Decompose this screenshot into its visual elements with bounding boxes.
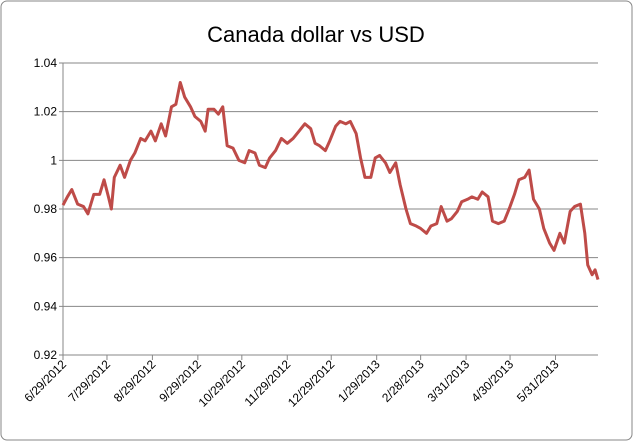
y-tick-label: 0.96 [34, 251, 58, 265]
y-tick-label: 0.92 [34, 348, 58, 362]
y-tick-label: 1.02 [34, 105, 58, 119]
y-tick-label: 1 [50, 153, 57, 167]
chart-title: Canada dollar vs USD [207, 22, 425, 47]
y-tick-label: 0.94 [34, 299, 58, 313]
y-tick-label: 0.98 [34, 202, 58, 216]
data-line [61, 80, 600, 281]
y-tick-label: 1.04 [34, 56, 58, 70]
